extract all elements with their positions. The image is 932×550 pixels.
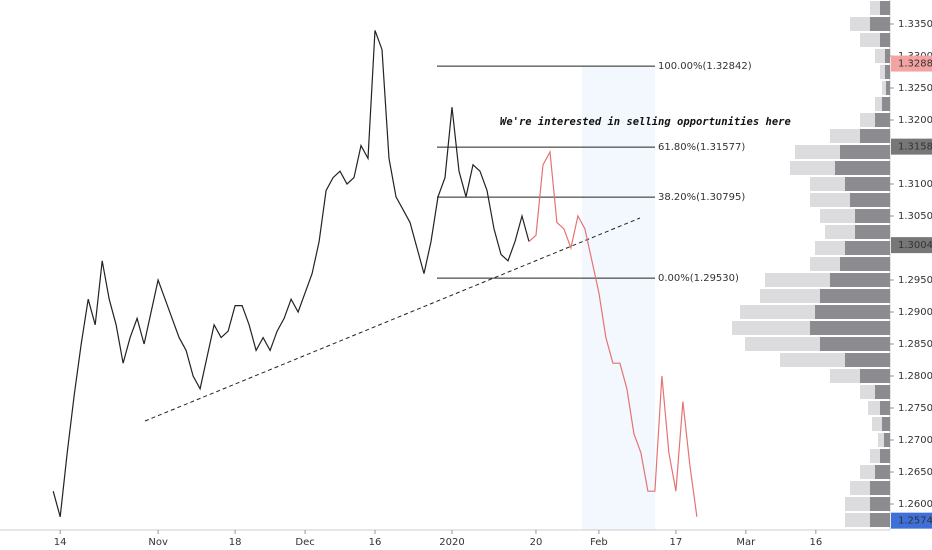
fib-label: 38.20%(1.30795) — [658, 192, 745, 203]
profile-bar-dark — [880, 33, 890, 48]
fib-label: 0.00%(1.29530) — [658, 273, 739, 284]
profile-bar-dark — [810, 321, 890, 336]
y-tick-label: 1.26000 — [898, 499, 932, 510]
profile-bar-dark — [882, 417, 890, 432]
profile-bar-dark — [880, 401, 890, 416]
profile-bar-dark — [855, 209, 890, 224]
price-tag-label: 1.25740 — [898, 516, 932, 527]
profile-bar-dark — [815, 305, 890, 320]
trendline — [144, 217, 641, 422]
price-line — [528, 150, 698, 517]
x-tick-label: 2020 — [439, 537, 464, 548]
price-line — [52, 30, 530, 517]
profile-bar-dark — [845, 241, 890, 256]
profile-bar-dark — [845, 177, 890, 192]
y-tick-label: 1.28500 — [898, 339, 932, 350]
x-tick-label: 20 — [530, 537, 543, 548]
profile-bar-dark — [880, 1, 890, 16]
profile-bar-dark — [882, 97, 890, 112]
profile-bar-dark — [850, 193, 890, 208]
profile-bar-dark — [886, 81, 890, 96]
profile-bar-dark — [820, 289, 890, 304]
profile-bar-dark — [870, 17, 890, 32]
y-tick-label: 1.28000 — [898, 371, 932, 382]
profile-bar-dark — [860, 129, 890, 144]
x-tick-label: 18 — [229, 537, 242, 548]
price-tag-label: 1.31584 — [898, 142, 932, 153]
price-tag-label: 1.32882 — [898, 59, 932, 70]
profile-bar-dark — [875, 465, 890, 480]
profile-bar-dark — [870, 497, 890, 512]
price-tag — [891, 237, 932, 254]
profile-bar-dark — [870, 481, 890, 496]
profile-bar-dark — [845, 353, 890, 368]
profile-bar-dark — [840, 145, 890, 160]
profile-bar-dark — [830, 273, 890, 288]
price-axis-bg — [891, 0, 932, 550]
fib-label: 100.00%(1.32842) — [658, 61, 752, 72]
profile-bar-dark — [875, 385, 890, 400]
profile-bar-dark — [870, 513, 890, 528]
projection-zone — [582, 66, 655, 530]
profile-bar-dark — [875, 113, 890, 128]
x-tick-label: Dec — [295, 537, 314, 548]
profile-bar-dark — [840, 257, 890, 272]
x-tick-label: Feb — [590, 537, 608, 548]
profile-bar-dark — [860, 369, 890, 384]
annotation: We're interested in selling opportunitie… — [500, 116, 791, 128]
profile-bar-dark — [835, 161, 890, 176]
profile-bar-dark — [885, 49, 890, 64]
price-tag — [891, 138, 932, 155]
y-tick-label: 1.30500 — [898, 211, 932, 222]
fib-label: 61.80%(1.31577) — [658, 142, 745, 153]
y-tick-label: 1.32500 — [898, 83, 932, 94]
y-tick-label: 1.27500 — [898, 403, 932, 414]
y-tick-label: 1.27000 — [898, 435, 932, 446]
x-tick-label: 16 — [809, 537, 822, 548]
price-tag — [891, 512, 932, 529]
y-tick-label: 1.32000 — [898, 115, 932, 126]
profile-bar-dark — [885, 65, 890, 80]
y-tick-label: 1.29000 — [898, 307, 932, 318]
profile-bar-dark — [884, 433, 890, 448]
y-tick-label: 1.31000 — [898, 179, 932, 190]
x-tick-label: 14 — [54, 537, 67, 548]
x-tick-label: Nov — [148, 537, 168, 548]
x-tick-label: 17 — [670, 537, 683, 548]
price-tag — [891, 55, 932, 72]
profile-bar-dark — [820, 337, 890, 352]
y-tick-label: 1.26500 — [898, 467, 932, 478]
price-tag-label: 1.30045 — [898, 240, 932, 251]
profile-bar-dark — [855, 225, 890, 240]
x-tick-label: Mar — [736, 537, 756, 548]
x-tick-label: 16 — [369, 537, 382, 548]
profile-bar-dark — [880, 449, 890, 464]
y-tick-label: 1.33500 — [898, 19, 932, 30]
y-tick-label: 1.29500 — [898, 275, 932, 286]
